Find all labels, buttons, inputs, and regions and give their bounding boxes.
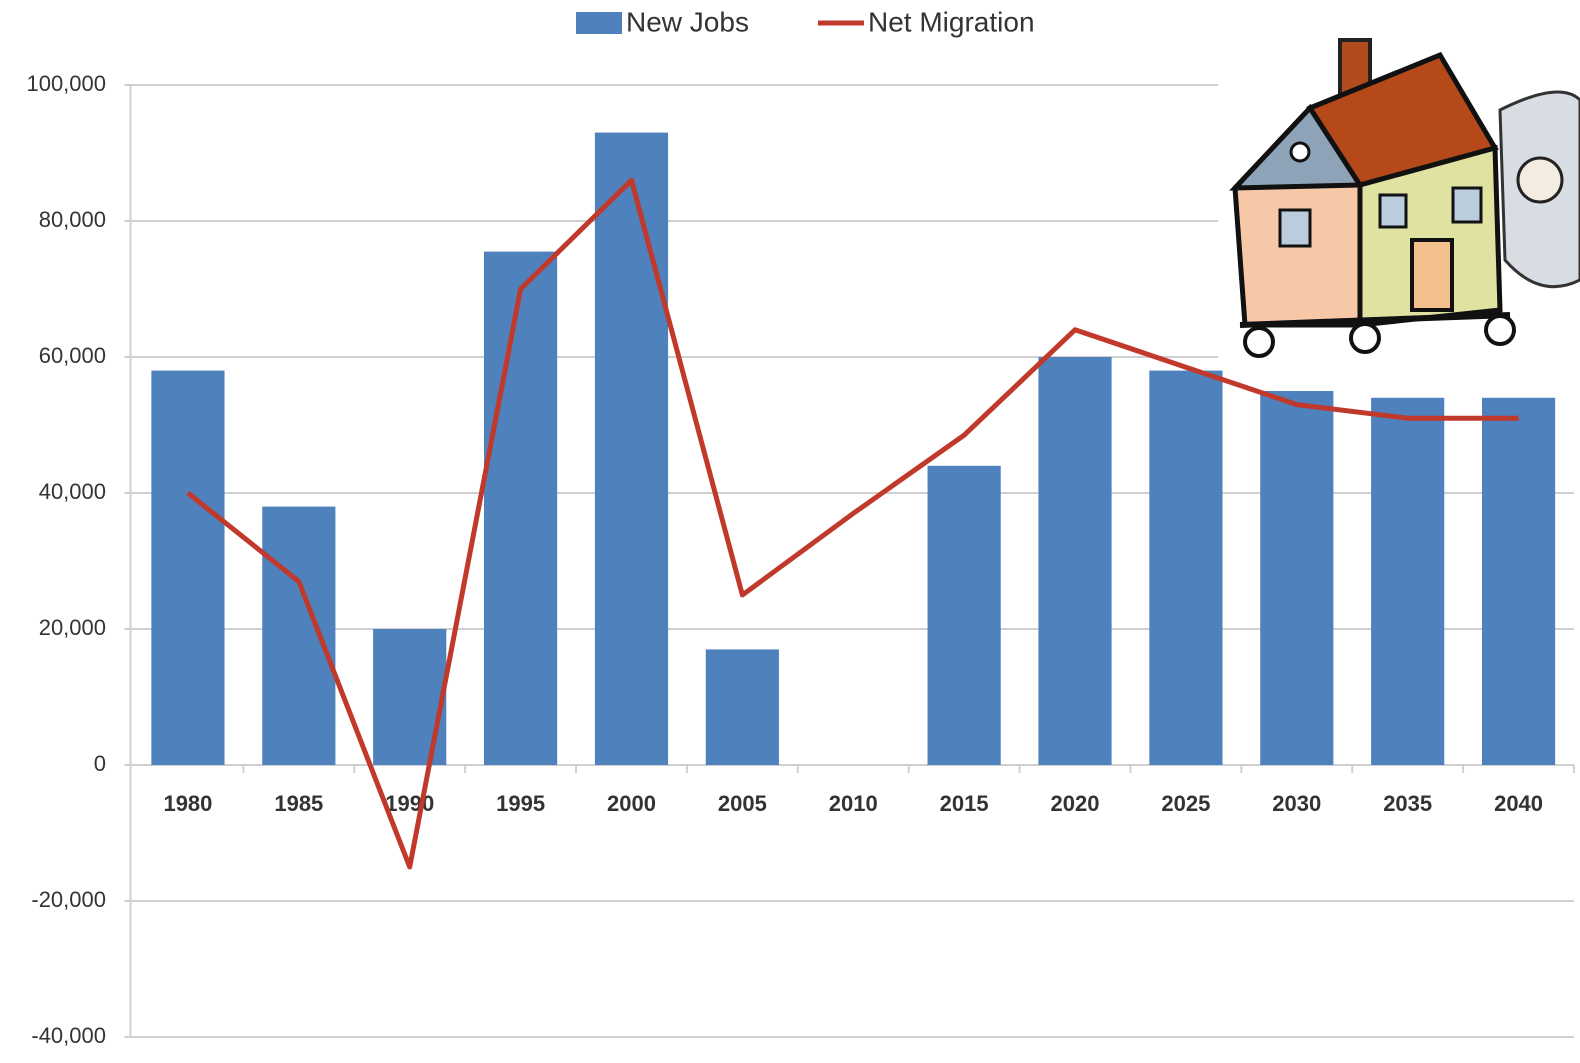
bar bbox=[262, 506, 336, 765]
x-tick-label: 2040 bbox=[1494, 791, 1543, 816]
y-tick-label: 60,000 bbox=[39, 343, 106, 368]
bar bbox=[1260, 391, 1334, 765]
x-tick-label: 2015 bbox=[940, 791, 989, 816]
bar bbox=[151, 370, 225, 765]
x-tick-label: 2000 bbox=[607, 791, 656, 816]
bar bbox=[594, 132, 669, 766]
x-tick-label: 2020 bbox=[1051, 791, 1100, 816]
mover-face bbox=[1516, 156, 1564, 204]
wheel bbox=[1349, 322, 1381, 354]
legend: New Jobs Net Migration bbox=[576, 6, 1035, 37]
y-tick-label: 20,000 bbox=[39, 615, 106, 640]
house-window bbox=[1451, 186, 1483, 224]
house-window bbox=[1378, 193, 1408, 229]
bar bbox=[1481, 397, 1556, 765]
x-tick-label: 1980 bbox=[163, 791, 212, 816]
bar bbox=[1371, 397, 1445, 765]
x-tick-label: 2030 bbox=[1272, 791, 1321, 816]
line bbox=[186, 177, 1519, 870]
x-tick-label: 2035 bbox=[1383, 791, 1432, 816]
house-door bbox=[1410, 238, 1454, 312]
legend-swatch bbox=[576, 12, 622, 34]
bar bbox=[1038, 357, 1112, 765]
y-tick-label: -20,000 bbox=[31, 887, 106, 912]
legend-label: New Jobs bbox=[626, 6, 749, 37]
y-tick-label: 40,000 bbox=[39, 479, 106, 504]
y-tick-label: 100,000 bbox=[26, 71, 106, 96]
cart-base bbox=[1239, 312, 1511, 328]
house-round-window bbox=[1289, 141, 1311, 163]
x-tick-label: 1990 bbox=[385, 791, 434, 816]
bar bbox=[1149, 370, 1223, 765]
x-tick-label: 2005 bbox=[718, 791, 767, 816]
plot-area: -40,000 -20,000 0 20,000 40,000 60,000 80,000 1… bbox=[26, 71, 1575, 1048]
y-tick-label: -40,000 bbox=[31, 1023, 106, 1048]
x-tick-label: 1995 bbox=[496, 791, 545, 816]
y-tick-label: 80,000 bbox=[39, 207, 106, 232]
x-tick-label: 1985 bbox=[274, 791, 323, 816]
house-illustration bbox=[1218, 0, 1580, 362]
bar bbox=[484, 251, 558, 766]
wheel bbox=[1484, 314, 1516, 346]
house-window bbox=[1278, 208, 1312, 248]
wheel bbox=[1243, 326, 1275, 358]
x-tick-label: 2025 bbox=[1161, 791, 1210, 816]
x-tick-label: 2010 bbox=[829, 791, 878, 816]
y-tick-label: 0 bbox=[94, 751, 106, 776]
legend-label: Net Migration bbox=[868, 6, 1035, 37]
bar bbox=[927, 465, 1001, 765]
bar bbox=[705, 649, 779, 765]
